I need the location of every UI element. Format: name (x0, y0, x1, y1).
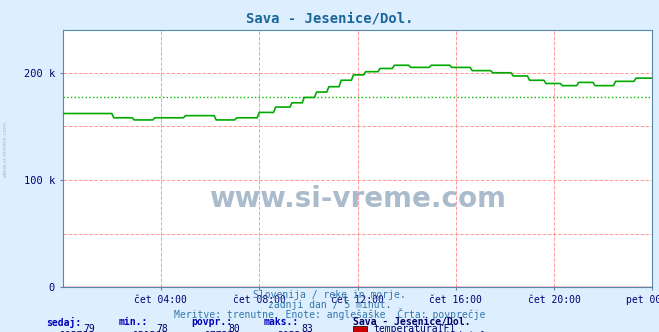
Text: Sava - Jesenice/Dol.: Sava - Jesenice/Dol. (353, 317, 470, 327)
Text: Meritve: trenutne  Enote: anglešaške  Črta: povprečje: Meritve: trenutne Enote: anglešaške Črta… (174, 308, 485, 320)
Text: 151508: 151508 (133, 331, 168, 332)
Text: 79: 79 (84, 324, 96, 332)
Text: pretok[čevelj3/min]: pretok[čevelj3/min] (374, 331, 485, 332)
Text: zadnji dan / 5 minut.: zadnji dan / 5 minut. (268, 300, 391, 310)
Text: 80: 80 (229, 324, 241, 332)
Text: Slovenija / reke in morje.: Slovenija / reke in morje. (253, 290, 406, 300)
Text: 83: 83 (301, 324, 313, 332)
Text: Sava - Jesenice/Dol.: Sava - Jesenice/Dol. (246, 12, 413, 26)
Text: povpr.:: povpr.: (191, 317, 232, 327)
Text: min.:: min.: (119, 317, 148, 327)
Text: www.si-vreme.com: www.si-vreme.com (209, 185, 506, 213)
Text: 195711: 195711 (61, 331, 96, 332)
Text: temperatura[F]: temperatura[F] (374, 324, 456, 332)
Text: maks.:: maks.: (264, 317, 299, 327)
Text: 78: 78 (156, 324, 168, 332)
Text: 177234: 177234 (206, 331, 241, 332)
Text: sedaj:: sedaj: (46, 316, 81, 328)
Text: www.si-vreme.com: www.si-vreme.com (3, 122, 8, 177)
Text: 205246: 205246 (278, 331, 313, 332)
